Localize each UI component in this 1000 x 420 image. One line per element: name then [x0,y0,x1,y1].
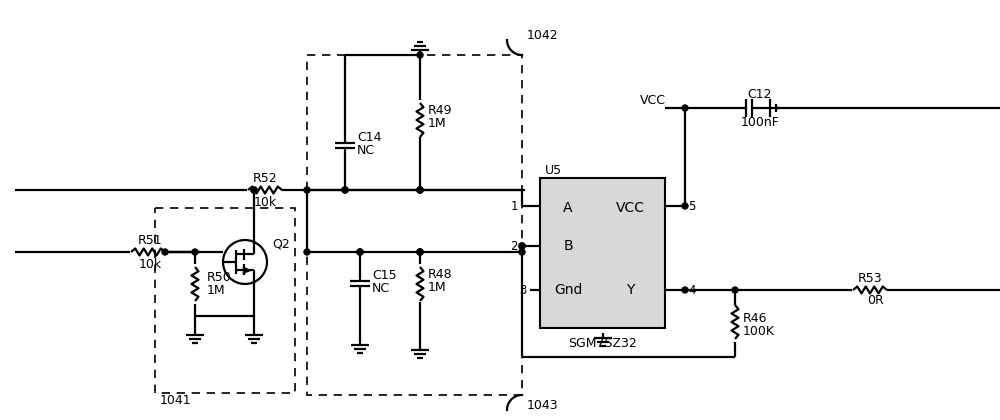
Circle shape [357,249,363,255]
Circle shape [192,249,198,255]
Text: 4: 4 [688,284,696,297]
Text: C15: C15 [372,268,397,281]
Circle shape [342,187,348,193]
Circle shape [519,243,525,249]
Text: B: B [563,239,573,253]
Circle shape [417,249,423,255]
Bar [307,55,522,395]
Text: R50: R50 [207,270,232,284]
Circle shape [682,105,688,111]
Text: NC: NC [357,144,375,157]
Text: 1043: 1043 [527,399,559,412]
Circle shape [162,249,168,255]
Text: R52: R52 [253,171,277,184]
Text: R53: R53 [858,271,882,284]
Text: 1M: 1M [428,281,447,294]
Text: SGM7SZ32: SGM7SZ32 [568,336,637,349]
Text: Y: Y [626,283,634,297]
Text: 10k: 10k [253,195,277,208]
Circle shape [682,203,688,209]
Bar [540,178,665,328]
Circle shape [304,187,310,193]
Circle shape [519,243,525,249]
Text: U5: U5 [545,163,562,176]
Circle shape [417,187,423,193]
Circle shape [417,187,423,193]
Text: Q2: Q2 [272,237,290,250]
Text: C14: C14 [357,131,382,144]
Circle shape [519,249,525,255]
Text: R49: R49 [428,103,453,116]
Text: 1M: 1M [428,116,447,129]
Text: 1M: 1M [207,284,226,297]
Text: R48: R48 [428,268,453,281]
Text: R51: R51 [138,234,162,247]
Text: 1041: 1041 [159,394,191,407]
Circle shape [417,187,423,193]
Text: 5: 5 [688,200,695,213]
Text: VCC: VCC [640,94,666,107]
Text: 1: 1 [511,200,518,213]
Text: 100nF: 100nF [741,116,779,129]
Text: Gnd: Gnd [554,283,582,297]
Circle shape [304,249,310,255]
Text: C12: C12 [748,87,772,100]
Text: 10k: 10k [138,257,162,270]
Text: 1042: 1042 [527,29,559,42]
Text: R46: R46 [743,312,768,325]
Bar [155,208,295,393]
Circle shape [342,187,348,193]
Circle shape [732,287,738,293]
Circle shape [251,187,257,193]
Text: 3: 3 [520,284,527,297]
Text: 0R: 0R [867,294,883,307]
Text: 2: 2 [511,239,518,252]
Circle shape [417,249,423,255]
Text: NC: NC [372,281,390,294]
Circle shape [417,249,423,255]
Circle shape [417,52,423,58]
Circle shape [357,249,363,255]
Text: A: A [563,201,573,215]
Text: VCC: VCC [616,201,644,215]
Circle shape [251,187,257,193]
Text: 100K: 100K [743,325,775,338]
Circle shape [682,287,688,293]
